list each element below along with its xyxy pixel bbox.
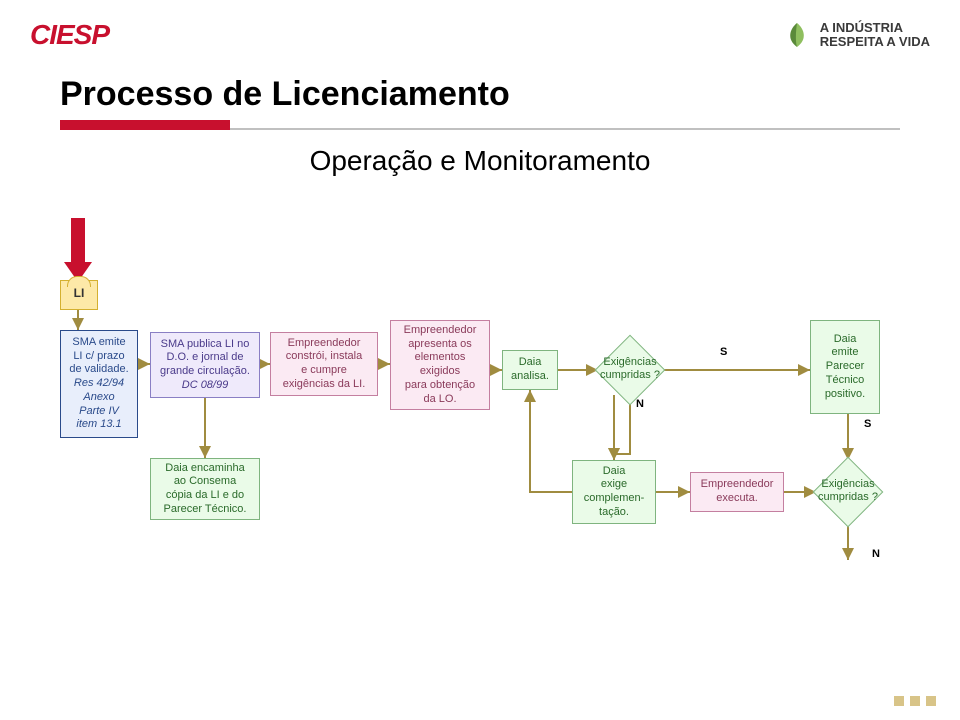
flow-box-b5: Daiaanalisa. — [502, 350, 558, 390]
branch-s-1: S — [720, 346, 727, 358]
flow-box-b7: Daia encaminhaao Consemacópia da LI e do… — [150, 458, 260, 520]
flow-box-b2: SMA publica LI noD.O. e jornal degrande … — [150, 332, 260, 398]
li-flag: LI — [60, 280, 98, 310]
flowchart-canvas: LI SMA emiteLI c/ prazode validade.Res 4… — [0, 0, 960, 720]
footer-decoration — [894, 696, 936, 706]
flow-box-b8: Daiaexigecomplemen-tação. — [572, 460, 656, 524]
branch-n-2: N — [872, 548, 880, 560]
flow-box-b4: Empreendedorapresenta oselementosexigido… — [390, 320, 490, 410]
flow-box-b1: SMA emiteLI c/ prazode validade.Res 42/9… — [60, 330, 138, 438]
flow-box-b6: DaiaemiteParecerTécnicopositivo. — [810, 320, 880, 414]
branch-n-1: N — [636, 398, 644, 410]
decision-label-d1: Exigênciascumpridas ? — [590, 356, 670, 382]
flow-box-b9: Empreendedorexecuta. — [690, 472, 784, 512]
flow-box-b3: Empreendedorconstrói, instalae cumpreexi… — [270, 332, 378, 396]
branch-s-2: S — [864, 418, 871, 430]
decision-label-d2: Exigênciascumpridas ? — [808, 478, 888, 504]
